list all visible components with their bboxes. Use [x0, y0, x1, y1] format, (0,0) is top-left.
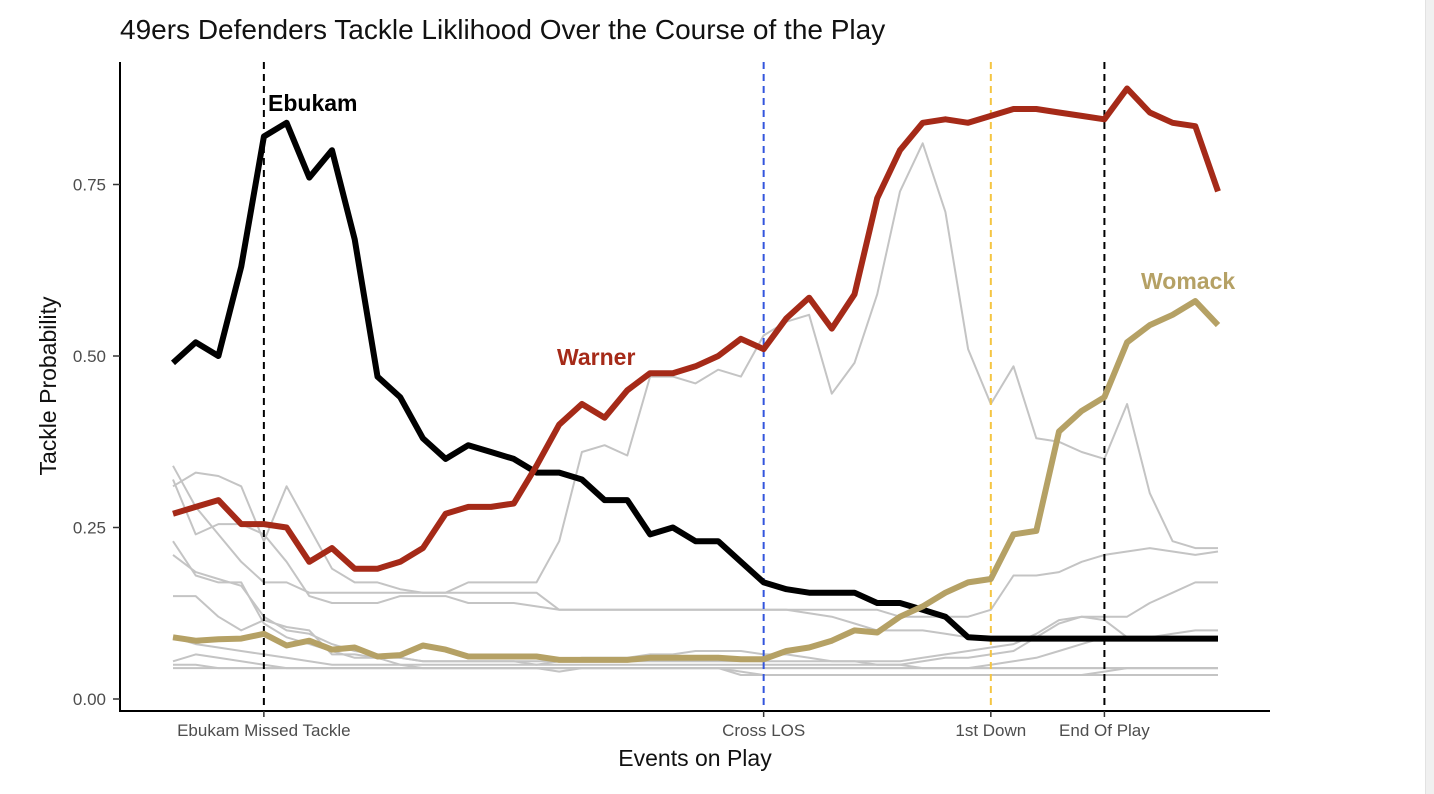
x-axis-title: Events on Play [618, 745, 772, 771]
y-ticks-group: 0.00 0.25 0.50 0.75 [73, 176, 120, 709]
background-series-line-10 [173, 667, 1218, 676]
y-axis-title: Tackle Probability [35, 296, 61, 475]
y-tick-label-4: 0.75 [73, 176, 106, 195]
chart-title: 49ers Defenders Tackle Liklihood Over th… [120, 14, 886, 45]
x-tick-label-2: Cross LOS [722, 721, 805, 740]
x-tick-label-3: 1st Down [955, 721, 1026, 740]
series-line-womack [172, 298, 1221, 663]
x-ticks-group: Ebukam Missed Tackle Cross LOS 1st Down End… [177, 711, 1150, 740]
highlighted-series-group [170, 85, 1221, 663]
series-label-womack: Womack [1141, 268, 1235, 294]
event-lines-group [262, 62, 1106, 711]
x-tick-label-1: Ebukam Missed Tackle [177, 721, 351, 740]
y-tick-label-1: 0.00 [73, 690, 106, 709]
y-tick-label-3: 0.50 [73, 347, 106, 366]
series-line-warner [172, 85, 1221, 572]
axes-group [119, 62, 1270, 712]
series-label-warner: Warner [557, 344, 635, 370]
background-series-line-2 [172, 471, 1219, 618]
background-series-line-1 [172, 142, 1218, 594]
window-edge [1425, 0, 1434, 794]
x-tick-label-4: End Of Play [1059, 721, 1150, 740]
background-series-line-4 [172, 540, 1218, 666]
background-series-line-3 [172, 479, 1218, 639]
y-tick-label-2: 0.25 [73, 519, 106, 538]
series-label-ebukam: Ebukam [268, 90, 357, 116]
series-line-ebukam [170, 119, 1218, 642]
player-labels-group: Ebukam Warner Womack [268, 90, 1235, 370]
background-series-group [172, 142, 1219, 676]
